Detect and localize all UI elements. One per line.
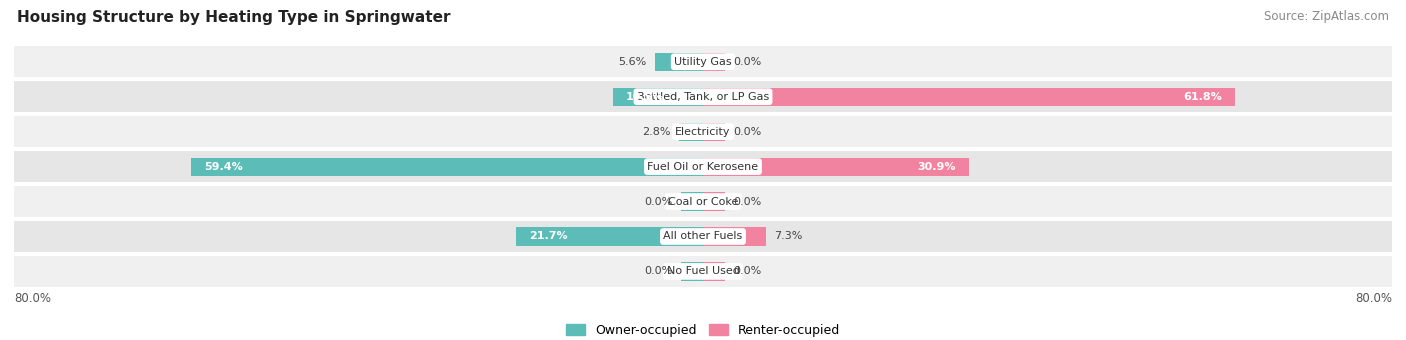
Text: Source: ZipAtlas.com: Source: ZipAtlas.com bbox=[1264, 10, 1389, 23]
Bar bbox=[703, 227, 766, 245]
Bar bbox=[14, 256, 1392, 287]
Text: 0.0%: 0.0% bbox=[644, 267, 673, 276]
Text: Fuel Oil or Kerosene: Fuel Oil or Kerosene bbox=[647, 162, 759, 172]
Text: 80.0%: 80.0% bbox=[14, 292, 51, 305]
Text: 59.4%: 59.4% bbox=[204, 162, 243, 172]
Text: Bottled, Tank, or LP Gas: Bottled, Tank, or LP Gas bbox=[637, 92, 769, 102]
Text: 10.5%: 10.5% bbox=[626, 92, 664, 102]
Text: Utility Gas: Utility Gas bbox=[675, 57, 731, 67]
Bar bbox=[655, 53, 703, 71]
Bar bbox=[703, 157, 969, 176]
Text: 0.0%: 0.0% bbox=[733, 127, 762, 137]
Text: No Fuel Used: No Fuel Used bbox=[666, 267, 740, 276]
Text: 7.3%: 7.3% bbox=[775, 232, 803, 241]
Legend: Owner-occupied, Renter-occupied: Owner-occupied, Renter-occupied bbox=[561, 319, 845, 340]
Text: Housing Structure by Heating Type in Springwater: Housing Structure by Heating Type in Spr… bbox=[17, 10, 450, 25]
Text: Electricity: Electricity bbox=[675, 127, 731, 137]
Text: 0.0%: 0.0% bbox=[733, 267, 762, 276]
Text: All other Fuels: All other Fuels bbox=[664, 232, 742, 241]
Text: 0.0%: 0.0% bbox=[733, 57, 762, 67]
Bar bbox=[679, 123, 703, 141]
Bar bbox=[682, 262, 703, 280]
Text: 30.9%: 30.9% bbox=[918, 162, 956, 172]
Text: Coal or Coke: Coal or Coke bbox=[668, 197, 738, 206]
Bar bbox=[14, 221, 1392, 252]
Text: 0.0%: 0.0% bbox=[733, 197, 762, 206]
Text: 0.0%: 0.0% bbox=[644, 197, 673, 206]
Text: 80.0%: 80.0% bbox=[1355, 292, 1392, 305]
Bar bbox=[703, 192, 724, 210]
Bar bbox=[14, 81, 1392, 112]
Bar bbox=[14, 151, 1392, 182]
Bar bbox=[191, 157, 703, 176]
Bar bbox=[703, 53, 724, 71]
Text: 5.6%: 5.6% bbox=[617, 57, 647, 67]
Bar bbox=[516, 227, 703, 245]
Bar bbox=[14, 186, 1392, 217]
Bar bbox=[703, 88, 1236, 106]
Text: 61.8%: 61.8% bbox=[1184, 92, 1222, 102]
Bar bbox=[703, 123, 724, 141]
Bar bbox=[613, 88, 703, 106]
Bar bbox=[703, 262, 724, 280]
Text: 21.7%: 21.7% bbox=[529, 232, 568, 241]
Bar bbox=[682, 192, 703, 210]
Text: 2.8%: 2.8% bbox=[641, 127, 671, 137]
Bar bbox=[14, 116, 1392, 147]
Bar bbox=[14, 46, 1392, 77]
